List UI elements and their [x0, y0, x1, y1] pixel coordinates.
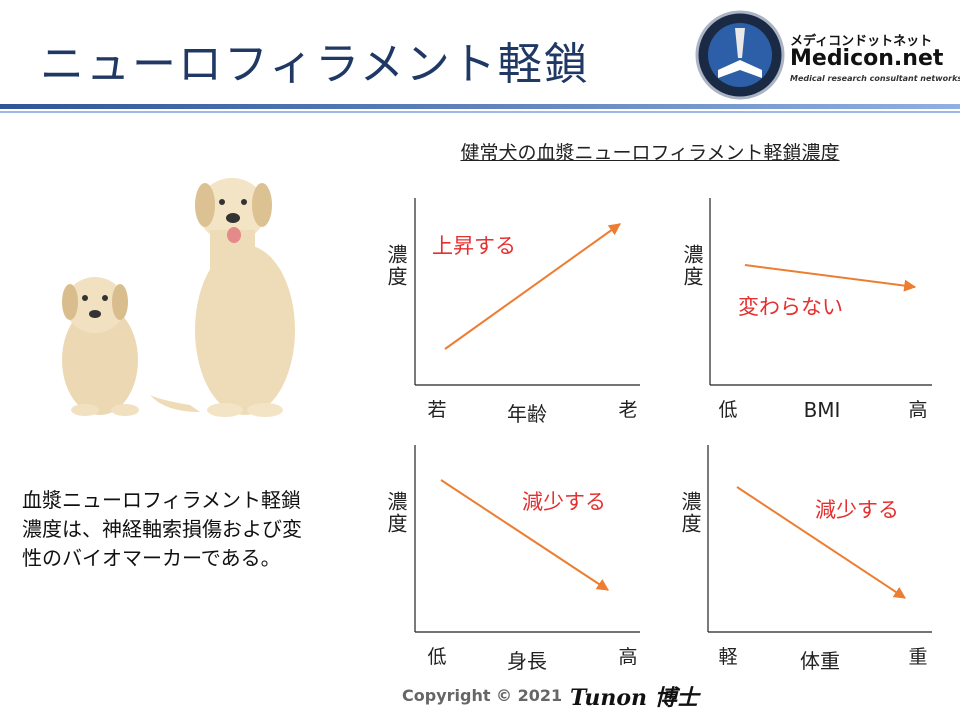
chart-subtitle: 健常犬の血漿ニューロフィラメント軽鎖濃度	[460, 142, 840, 164]
logo-book	[718, 60, 762, 78]
x-axis-label: 身長	[507, 649, 547, 673]
dogs-illustration	[62, 178, 295, 417]
x-low-label: 若	[427, 399, 447, 421]
body-line: 性のバイオマーカーである。	[22, 546, 281, 570]
trend-arrow	[736, 486, 907, 599]
x-axis-label: BMI	[803, 398, 841, 422]
x-low-label: 低	[427, 646, 447, 668]
header-rule-thin	[0, 111, 960, 113]
body-line: 血漿ニューロフィラメント軽鎖	[22, 488, 301, 512]
x-high-label: 老	[618, 399, 638, 421]
trend-annotation: 減少する	[815, 498, 899, 522]
y-axis-label: 濃度	[680, 244, 704, 288]
body-line: 濃度は、神経軸索損傷および変	[22, 517, 302, 541]
header-rule	[0, 104, 960, 109]
logo-kana: メディコンドットネット	[790, 34, 933, 49]
body-text: 血漿ニューロフィラメント軽鎖 濃度は、神経軸索損傷および変 性のバイオマーカーで…	[22, 486, 302, 573]
x-low-label: 低	[718, 399, 738, 421]
trend-arrow	[744, 264, 917, 292]
x-high-label: 重	[908, 646, 928, 668]
x-low-label: 軽	[718, 646, 738, 668]
logo-tagline: Medical research consultant networks	[790, 74, 960, 83]
x-high-label: 高	[618, 646, 638, 668]
trend-annotation: 変わらない	[738, 295, 843, 319]
slide-title: ニューロフィラメント軽鎖	[40, 39, 590, 90]
logo-name: Medicon.net	[790, 46, 944, 71]
y-axis-label: 濃度	[384, 491, 408, 535]
trend-annotation: 減少する	[522, 490, 606, 514]
x-axis-label: 体重	[800, 649, 840, 673]
logo-pen	[735, 28, 745, 58]
trend-annotation: 上昇する	[432, 234, 516, 258]
x-high-label: 高	[908, 399, 928, 421]
trend-arrow	[444, 223, 621, 350]
y-axis-label: 濃度	[678, 491, 702, 535]
x-axis-label: 年齢	[507, 402, 547, 426]
y-axis-label: 濃度	[384, 244, 408, 288]
copyright: Copyright © 2021	[402, 686, 563, 705]
trend-arrow	[440, 479, 610, 591]
signature: Tunon 博士	[570, 685, 699, 711]
